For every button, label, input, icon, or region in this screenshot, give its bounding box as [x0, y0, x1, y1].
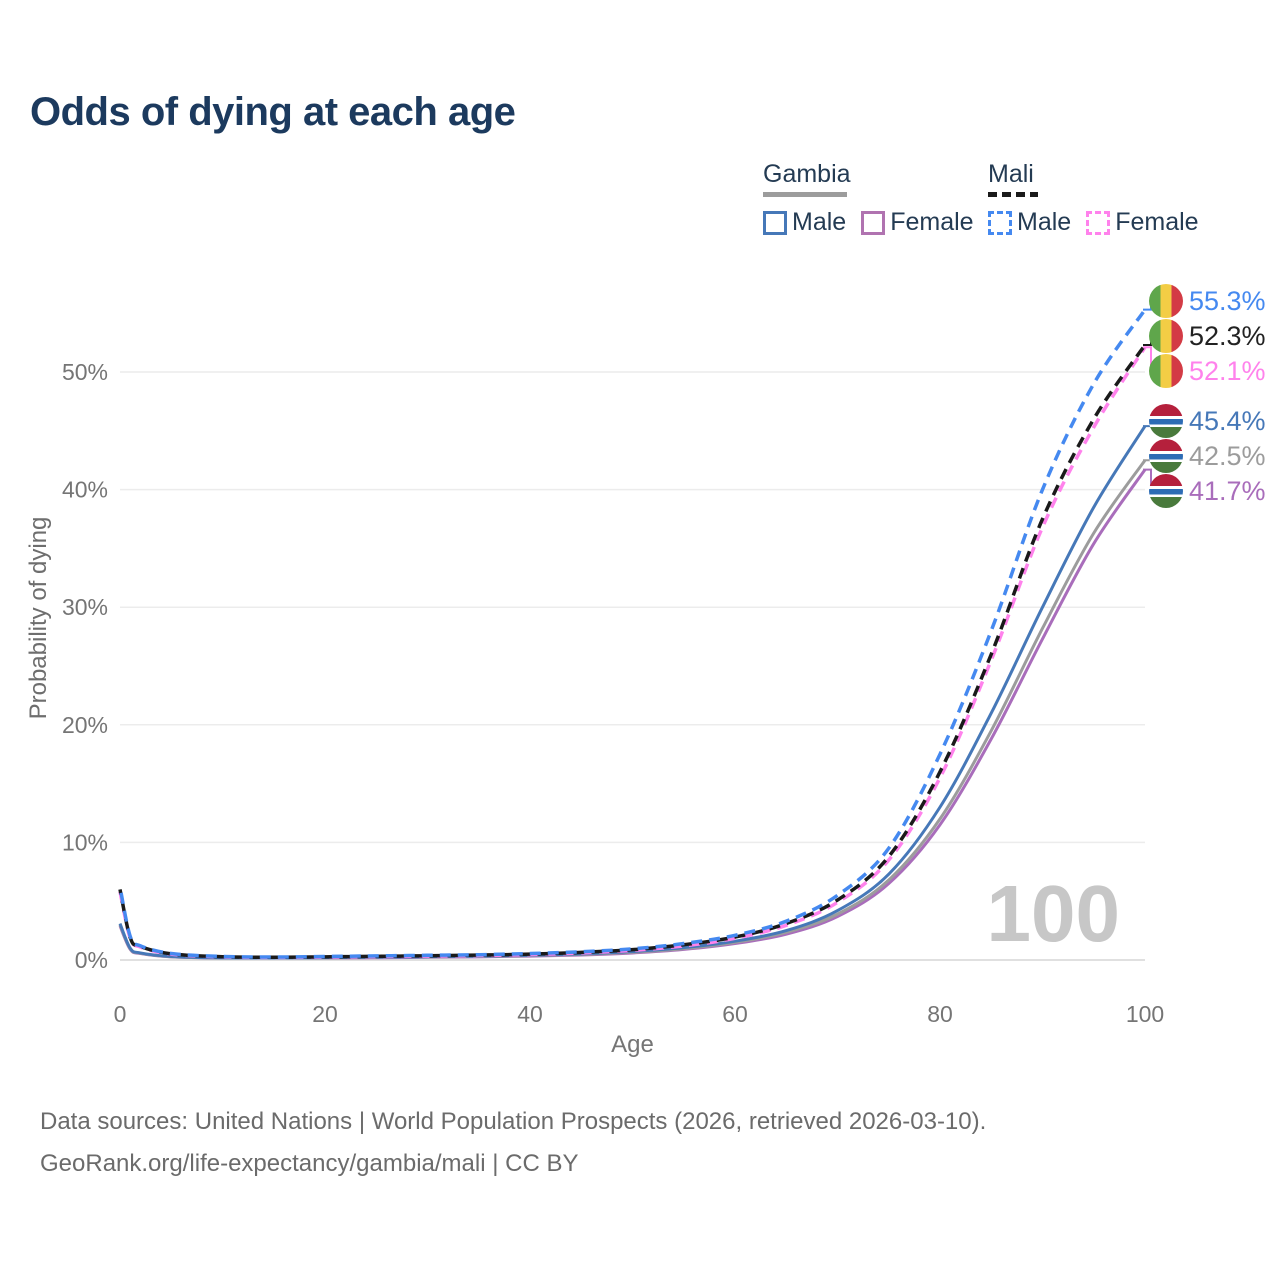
attribution-note: GeoRank.org/life-expectancy/gambia/mali …: [40, 1150, 579, 1177]
x-tick-label: 60: [722, 1001, 748, 1027]
series-line-mali-both-sexes: [118, 343, 1147, 960]
x-axis-title: Age: [611, 1031, 654, 1058]
end-label-value: 52.3%: [1189, 320, 1266, 351]
end-label-value: 41.7%: [1189, 475, 1266, 506]
mali-female-checkbox[interactable]: [1086, 210, 1111, 235]
end-label-value: 52.1%: [1189, 355, 1266, 386]
data-source-note: Data sources: United Nations | World Pop…: [40, 1108, 987, 1135]
end-label-gambia-female: 41.7%: [1149, 474, 1266, 508]
mali-flag-icon: [1149, 354, 1183, 388]
mali-flag-icon: [1149, 284, 1183, 318]
gambia-male-checkbox[interactable]: [763, 210, 787, 235]
page-title: Odds of dying at each age: [30, 90, 516, 134]
legend-group-gambia: Gambia Male Female: [763, 160, 989, 237]
legend-country-gambia: Gambia: [763, 160, 851, 188]
series-line-gambia-male: [118, 425, 1147, 960]
x-tick-label: 40: [517, 1001, 543, 1027]
legend-item-label: Male: [1017, 208, 1072, 236]
y-tick-label: 30%: [62, 594, 108, 620]
x-tick-label: 0: [114, 1001, 127, 1027]
end-label-value: 55.3%: [1189, 285, 1266, 316]
legend-item-label: Female: [1115, 208, 1199, 236]
end-label-gambia-both: 42.5%: [1149, 439, 1266, 473]
age-counter-watermark: 100: [986, 869, 1120, 958]
y-tick-label: 0%: [75, 947, 108, 973]
y-tick-label: 20%: [62, 712, 108, 738]
legend-item-gambia-male[interactable]: Male: [763, 208, 846, 237]
end-label-gambia-male: 45.4%: [1149, 404, 1266, 438]
gambia-flag-icon: [1149, 404, 1183, 438]
end-label-mali-both: 52.3%: [1149, 319, 1266, 353]
legend-item-mali-male[interactable]: Male: [988, 208, 1071, 237]
legend-item-gambia-female[interactable]: Female: [861, 208, 974, 237]
gambia-female-checkbox[interactable]: [861, 210, 886, 235]
end-label-value: 42.5%: [1189, 440, 1266, 471]
legend-linestyle-swatch-mali: [988, 192, 1038, 197]
chart-plot-area: 0% 10% 20% 30% 40% 50% 0 20 40 60 80 100 Age Probabil…: [25, 300, 1164, 1058]
gambia-flag-icon: [1149, 474, 1183, 508]
end-label-mali-female: 52.1%: [1149, 354, 1266, 388]
end-label-value: 45.4%: [1189, 405, 1266, 436]
y-tick-label: 50%: [62, 359, 108, 385]
end-label-mali-male: 55.3%: [1149, 284, 1266, 318]
mali-male-checkbox[interactable]: [988, 210, 1012, 235]
mali-flag-icon: [1149, 319, 1183, 353]
legend-country-mali: Mali: [988, 160, 1034, 188]
legend-item-label: Male: [792, 208, 847, 236]
y-axis-title: Probability of dying: [25, 517, 52, 720]
x-tick-label: 100: [1126, 1001, 1164, 1027]
legend-group-mali: Mali Male Female: [988, 160, 1214, 237]
legend-item-label: Female: [890, 208, 974, 236]
gambia-flag-icon: [1149, 439, 1183, 473]
series-line-mali-male: [118, 308, 1147, 959]
x-tick-label: 80: [927, 1001, 953, 1027]
legend-item-mali-female[interactable]: Female: [1086, 208, 1199, 237]
y-tick-label: 10%: [62, 829, 108, 855]
legend-linestyle-swatch-gambia: [763, 192, 847, 197]
x-tick-label: 20: [312, 1001, 338, 1027]
series-line-gambia-both-sexes: [118, 459, 1147, 960]
y-tick-label: 40%: [62, 477, 108, 503]
